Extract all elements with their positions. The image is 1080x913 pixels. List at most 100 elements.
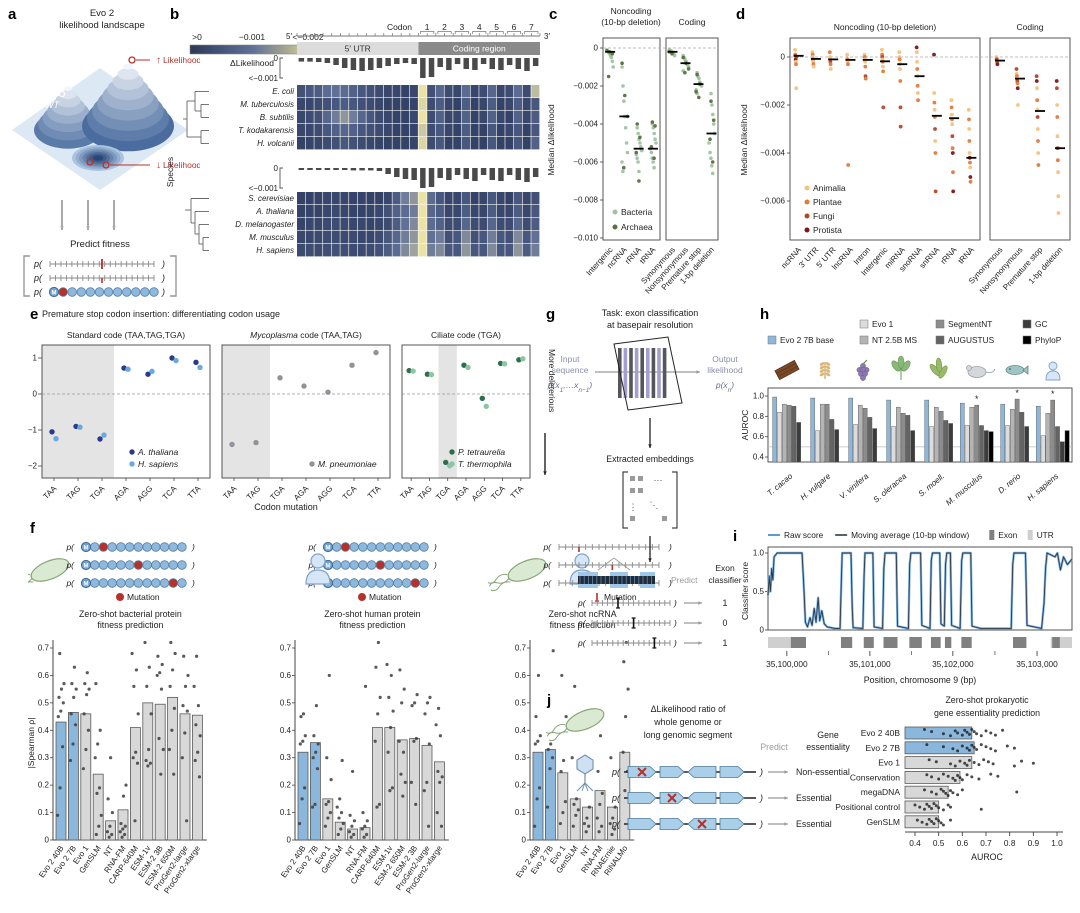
species-label: M. musculus: [944, 472, 984, 508]
heatmap-cell: [305, 218, 314, 231]
dot: [915, 59, 919, 64]
heatmap-cell: [531, 124, 540, 137]
auroc-bar: [1036, 405, 1041, 463]
codon-tick-label: TCA: [489, 484, 507, 502]
outcome-header: essentiality: [806, 742, 850, 752]
heatmap-cell: [323, 111, 332, 124]
p-close: ): [161, 287, 165, 297]
dot: [621, 84, 625, 88]
species-label: M. tuberculosis: [240, 100, 294, 109]
genome-dot: [958, 759, 962, 763]
heatmap-cell: [453, 137, 462, 150]
spinach-leaf: [897, 355, 905, 369]
delta-likelihood-bar: [341, 58, 348, 68]
protein-residue: [151, 542, 161, 552]
dot: [793, 47, 797, 52]
protein-residue: [349, 560, 359, 570]
dataset-dot: [349, 835, 353, 839]
heatmap-cell: [418, 231, 427, 244]
input-label: Input: [561, 354, 581, 364]
dataset-dot: [171, 668, 175, 672]
dataset-dot: [374, 665, 378, 669]
dataset-dot: [437, 706, 441, 710]
y-tick: 0.5: [280, 698, 292, 707]
heatmap-cell: [470, 192, 479, 205]
gene-arrow: [627, 818, 657, 830]
dataset-dot: [58, 786, 62, 790]
heatmap-cell: [513, 137, 523, 150]
heatmap-cell: [314, 85, 323, 98]
legend-label: A. thaliana: [137, 447, 178, 457]
protein-residue: [393, 542, 403, 552]
matrix-bracket: [622, 471, 628, 529]
p-close: ): [433, 578, 437, 588]
dataset-dot: [82, 712, 86, 716]
dot: [709, 156, 713, 160]
legend-swatch: [309, 461, 315, 467]
dataset-dot: [72, 695, 76, 699]
dot: [950, 146, 955, 151]
output-label: Output: [712, 354, 738, 364]
heatmap-cell: [314, 98, 323, 111]
predict-label: Predict: [760, 742, 788, 752]
dataset-dot: [402, 687, 406, 691]
delta-likelihood-bar: [368, 168, 374, 171]
auroc-bar: [924, 399, 930, 463]
legend-label: P. tetraurelia: [458, 447, 505, 457]
genome-dot: [930, 820, 934, 823]
dataset-dot: [134, 750, 138, 754]
dot: [880, 47, 884, 52]
delta-likelihood-bar: [315, 168, 322, 170]
dot: [1055, 103, 1059, 107]
genome-dot: [927, 758, 931, 762]
classifier-value: 1: [723, 598, 728, 608]
dataset-dot: [170, 728, 174, 732]
dot: [649, 145, 654, 149]
dataset-dot: [438, 780, 442, 784]
flagellum: [28, 578, 33, 587]
protein-residue: [340, 578, 351, 588]
dataset-dot: [121, 827, 125, 831]
heatmap-cell: [435, 111, 444, 124]
protein-residue: [90, 542, 100, 552]
auroc-bar: [853, 424, 858, 463]
dot: [620, 160, 624, 164]
heatmap-cell: [409, 111, 418, 124]
heatmap-cell: [427, 85, 436, 98]
flagellum: [545, 723, 566, 734]
p-close: ): [161, 259, 165, 269]
dot: [1034, 74, 1039, 79]
dot: [636, 131, 640, 136]
genome-dot: [989, 772, 993, 776]
heatmap-cell: [513, 98, 523, 111]
delta-likelihood-bar: [315, 58, 322, 62]
y-tick: 0.7: [280, 643, 292, 652]
codon-tick-label: TAG: [416, 484, 434, 502]
x-tick-label: 35,102,000: [932, 659, 974, 669]
dataset-dot: [196, 750, 200, 754]
gene-arrow: [659, 766, 685, 778]
dot: [611, 65, 616, 69]
dot: [652, 165, 656, 170]
heatmap-cell: [522, 231, 531, 244]
dataset-dot: [401, 750, 406, 754]
protein-start: [322, 541, 334, 553]
dataset-dot: [145, 684, 149, 688]
dot: [1035, 127, 1040, 131]
matrix-cell: [630, 488, 635, 493]
x-category-label: tRNA: [956, 245, 976, 266]
heatmap-cell: [349, 205, 358, 218]
genome-dot: [972, 745, 976, 749]
down-arrow: ↓: [156, 160, 161, 171]
y-tick: 0.3: [38, 753, 50, 762]
mutation-legend-label: Mutation: [369, 592, 402, 602]
heatmap-cell: [297, 111, 306, 124]
x-axis-label: Position, chromosome 9 (bp): [864, 675, 977, 685]
heatmap-cell: [531, 192, 540, 205]
delta-likelihood-bar: [350, 58, 357, 70]
dataset-dot: [415, 693, 419, 697]
panel-e: Premature stop codon insertion: differen…: [28, 309, 557, 512]
species-label: S. moell.: [917, 472, 947, 499]
heatmap-cell: [392, 85, 401, 98]
dataset-dot: [159, 772, 163, 776]
